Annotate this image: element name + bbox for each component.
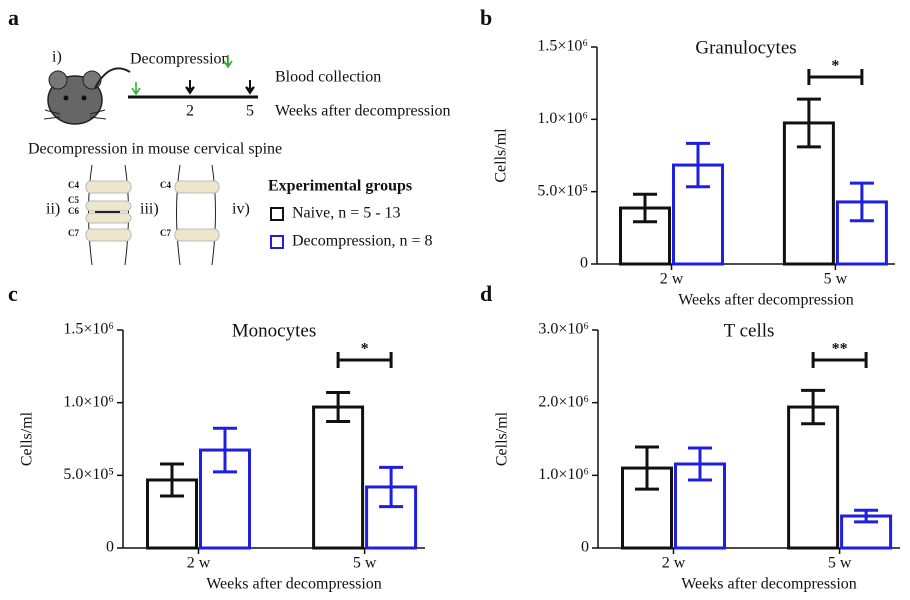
vertebra-label: C7 [160, 228, 171, 238]
chart-title: T cells [724, 320, 775, 341]
y-axis-label: Cells/ml [19, 411, 36, 466]
week-label: 5 [246, 103, 254, 120]
panel-label: d [480, 281, 492, 306]
timeline-label: Weeks after decompression [275, 103, 451, 120]
y-tick-label: 2.0×10⁶ [538, 393, 589, 410]
significance-label: * [831, 58, 839, 75]
panel-label: a [8, 5, 19, 30]
week-label: 2 [186, 103, 194, 120]
vertebra-label: C7 [68, 228, 79, 238]
error-bar [854, 508, 879, 524]
bar [312, 405, 365, 550]
y-tick-label: 0 [106, 539, 114, 556]
vertebra-label: C5 [68, 195, 79, 205]
step-label: i) [52, 49, 62, 66]
y-tick-label: 1.5×10⁶ [537, 38, 588, 55]
y-tick-label: 0 [580, 255, 588, 272]
y-tick-label: 1.0×10⁶ [63, 393, 114, 410]
timeline [128, 55, 258, 99]
decompression-label: Decompression [130, 51, 230, 68]
x-axis-label: Weeks after decompression [678, 292, 854, 309]
x-tick-label: 2 w [662, 555, 686, 572]
vertebra-label: C4 [160, 180, 171, 190]
error-bar [686, 141, 710, 189]
spine-drawing [85, 164, 220, 266]
x-tick-label: 5 w [828, 555, 852, 572]
legend-swatch [270, 207, 284, 221]
error-bar [635, 445, 659, 491]
roman-label: ii) [46, 201, 60, 218]
x-tick-label: 2 w [187, 555, 211, 572]
y-tick-label: 5.0×10⁵ [537, 182, 588, 199]
bar [787, 405, 840, 550]
spine-title: Decompression in mouse cervical spine [28, 141, 282, 158]
x-tick-label: 5 w [824, 271, 848, 288]
legend-label: Decompression, n = 8 [292, 233, 433, 250]
mouse-icon [43, 67, 131, 125]
significance-label: ** [832, 341, 848, 358]
vertebra-label: C4 [68, 180, 79, 190]
error-bar [633, 192, 657, 224]
vertebra-label: C6 [68, 206, 79, 216]
y-tick-label: 3.0×10⁶ [538, 321, 589, 338]
panel-label: c [8, 281, 18, 306]
blood-label: Blood collection [275, 69, 381, 86]
x-tick-label: 5 w [353, 555, 377, 572]
error-bar [213, 426, 237, 474]
y-tick-label: 1.0×10⁶ [537, 110, 588, 127]
error-bar [801, 388, 826, 426]
error-bar [160, 462, 184, 498]
significance-bracket [807, 69, 864, 85]
x-axis-label: Weeks after decompression [681, 576, 857, 593]
panel-label: b [480, 5, 492, 30]
y-tick-label: 1.5×10⁶ [63, 321, 114, 338]
significance-bracket [811, 352, 868, 368]
significance-label: * [361, 341, 369, 358]
y-tick-label: 5.0×10⁵ [63, 466, 114, 483]
significance-bracket [336, 352, 393, 368]
chart-title: Granulocytes [695, 37, 796, 58]
error-bar [326, 390, 351, 424]
y-tick-label: 1.0×10⁶ [538, 466, 589, 483]
error-bar [849, 181, 874, 223]
x-tick-label: 2 w [660, 271, 684, 288]
x-axis-label: Weeks after decompression [206, 576, 382, 593]
error-bar [379, 465, 404, 509]
chart-title: Monocytes [232, 320, 316, 341]
roman-label: iv) [232, 201, 250, 218]
legend-title: Experimental groups [268, 178, 412, 195]
y-axis-label: Cells/ml [493, 128, 510, 183]
y-tick-label: 0 [581, 539, 589, 556]
error-bar [796, 97, 821, 149]
y-axis-label: Cells/ml [494, 411, 511, 466]
roman-label: iii) [140, 201, 159, 218]
error-bar [688, 446, 712, 482]
legend-swatch [270, 235, 284, 249]
legend-label: Naive, n = 5 - 13 [292, 205, 401, 222]
